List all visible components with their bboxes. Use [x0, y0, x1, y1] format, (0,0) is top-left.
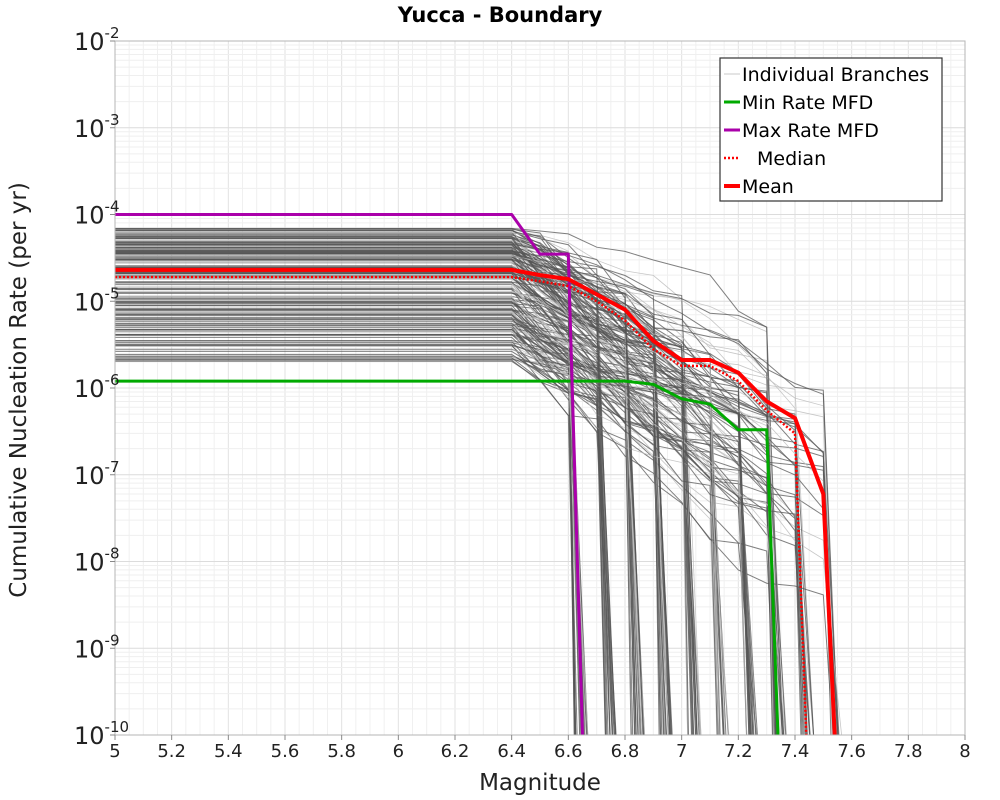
legend: Individual Branches Min Rate MFD Max Rate …: [719, 57, 943, 202]
x-tick-label: 6.2: [441, 741, 470, 762]
branch-line: [115, 309, 576, 736]
branch-line: [115, 291, 688, 736]
x-tick-label: 7: [676, 741, 687, 762]
y-tick-base: 10: [74, 288, 105, 316]
y-axis-label: Cumulative Nucleation Rate (per yr): [6, 182, 32, 598]
branch-line: [115, 360, 616, 736]
x-tick-label: 5.6: [271, 741, 300, 762]
branch-line: [115, 345, 729, 736]
chart-title: Yucca - Boundary: [397, 3, 603, 27]
branch-line: [115, 227, 777, 736]
branch-line: [115, 314, 632, 736]
y-tick-base: 10: [74, 115, 105, 143]
branch-line: [115, 357, 757, 736]
legend-label: Min Rate MFD: [742, 92, 873, 114]
y-tick-label: 10-5: [74, 284, 120, 316]
branch-line: [115, 232, 781, 736]
legend-label: Max Rate MFD: [742, 120, 879, 142]
y-tick-base: 10: [74, 202, 105, 230]
max-rate-mfd-line: [115, 213, 584, 736]
y-tick-exponent: -9: [105, 631, 120, 649]
x-tick-label: 7.2: [724, 741, 753, 762]
y-tick-base: 10: [74, 722, 105, 750]
y-tick-label: 10-2: [74, 24, 120, 56]
branch-line: [115, 322, 718, 736]
branch-line: [115, 329, 611, 736]
y-tick-label: 10-3: [74, 111, 120, 143]
y-axis-ticks: 10-210-310-410-510-610-710-810-910-10: [74, 24, 129, 750]
branch-line: [115, 229, 807, 736]
x-tick-label: 7.4: [781, 741, 810, 762]
y-tick-exponent: -4: [105, 198, 120, 216]
branch-line: [115, 278, 643, 736]
y-tick-exponent: -5: [105, 284, 120, 302]
legend-label: Median: [757, 148, 826, 170]
branch-line: [115, 290, 633, 736]
y-tick-exponent: -6: [105, 371, 120, 389]
min-rate-mfd-line: [115, 379, 780, 736]
legend-label: Individual Branches: [742, 64, 929, 86]
branch-line: [115, 254, 833, 736]
x-axis-label: Magnitude: [479, 770, 601, 796]
y-tick-exponent: -7: [105, 458, 120, 476]
branch-line: [115, 320, 616, 736]
y-tick-label: 10-6: [74, 371, 120, 403]
x-tick-label: 7.8: [894, 741, 923, 762]
branch-line: [115, 334, 775, 736]
y-tick-exponent: -2: [105, 24, 120, 42]
branch-line: [115, 238, 838, 736]
x-axis-ticks: 5 5.2 5.4 5.6 5.8 6 6.2 6.4 6.6 6.8 7 7.2 7.4 7.6 7.8 8: [109, 735, 971, 762]
median-line: [115, 275, 808, 736]
branch-line: [115, 323, 666, 736]
y-tick-label: 10-4: [74, 198, 120, 230]
x-tick-label: 6.6: [554, 741, 583, 762]
branch-line: [115, 262, 721, 736]
x-tick-label: 5: [109, 741, 120, 762]
y-tick-base: 10: [74, 462, 105, 490]
x-tick-label: 5.4: [214, 741, 243, 762]
branch-line: [115, 241, 700, 736]
y-tick-base: 10: [74, 549, 105, 577]
x-tick-label: 6.8: [611, 741, 640, 762]
branch-line: [115, 354, 730, 736]
branch-line: [115, 319, 839, 736]
branch-line: [115, 345, 718, 736]
x-tick-label: 5.8: [327, 741, 356, 762]
y-tick-label: 10-7: [74, 458, 120, 490]
branch-line: [115, 343, 802, 736]
branch-line: [115, 241, 727, 736]
y-tick-base: 10: [74, 635, 105, 663]
y-tick-exponent: -10: [105, 718, 130, 736]
branch-line: [115, 303, 754, 736]
branch-line: [115, 292, 780, 736]
branch-line: [115, 272, 611, 736]
y-tick-exponent: -8: [105, 545, 120, 563]
mean-line: [115, 267, 837, 736]
x-tick-label: 8: [959, 741, 970, 762]
branch-line: [115, 299, 786, 736]
branch-line: [115, 315, 842, 736]
summary-series: [115, 213, 837, 736]
branch-line: [115, 256, 726, 736]
branch-line: [115, 230, 783, 736]
branch-line: [115, 314, 693, 736]
branch-line: [115, 349, 583, 736]
x-tick-label: 6.4: [497, 741, 526, 762]
x-tick-label: 6: [393, 741, 404, 762]
branch-line: [115, 324, 811, 736]
legend-box: [719, 57, 943, 202]
y-tick-label: 10-8: [74, 545, 120, 577]
x-tick-label: 5.2: [157, 741, 186, 762]
y-tick-exponent: -3: [105, 111, 120, 129]
x-tick-label: 7.6: [837, 741, 866, 762]
branch-line: [115, 324, 810, 736]
y-tick-base: 10: [74, 375, 105, 403]
y-tick-label: 10-10: [74, 718, 129, 750]
y-tick-label: 10-9: [74, 631, 120, 663]
branch-line: [115, 238, 750, 736]
y-tick-base: 10: [74, 28, 105, 56]
legend-label: Mean: [742, 176, 794, 198]
